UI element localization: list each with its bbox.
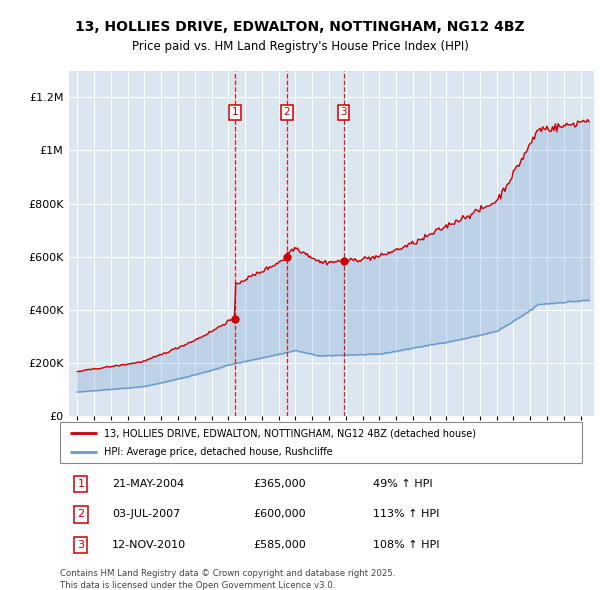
Text: £365,000: £365,000: [253, 479, 306, 489]
Text: £600,000: £600,000: [253, 510, 306, 519]
Text: £585,000: £585,000: [253, 540, 306, 550]
Text: 3: 3: [340, 107, 347, 117]
Text: 113% ↑ HPI: 113% ↑ HPI: [373, 510, 440, 519]
Text: 13, HOLLIES DRIVE, EDWALTON, NOTTINGHAM, NG12 4BZ: 13, HOLLIES DRIVE, EDWALTON, NOTTINGHAM,…: [75, 19, 525, 34]
Text: 1: 1: [77, 479, 85, 489]
Text: 12-NOV-2010: 12-NOV-2010: [112, 540, 187, 550]
Text: 21-MAY-2004: 21-MAY-2004: [112, 479, 184, 489]
Text: 2: 2: [284, 107, 290, 117]
Text: 13, HOLLIES DRIVE, EDWALTON, NOTTINGHAM, NG12 4BZ (detached house): 13, HOLLIES DRIVE, EDWALTON, NOTTINGHAM,…: [104, 428, 476, 438]
Text: 3: 3: [77, 540, 85, 550]
Text: 49% ↑ HPI: 49% ↑ HPI: [373, 479, 433, 489]
Text: HPI: Average price, detached house, Rushcliffe: HPI: Average price, detached house, Rush…: [104, 447, 333, 457]
Text: Contains HM Land Registry data © Crown copyright and database right 2025.
This d: Contains HM Land Registry data © Crown c…: [60, 569, 395, 590]
Text: 2: 2: [77, 510, 85, 519]
Text: 1: 1: [232, 107, 238, 117]
Text: 03-JUL-2007: 03-JUL-2007: [112, 510, 181, 519]
Text: Price paid vs. HM Land Registry's House Price Index (HPI): Price paid vs. HM Land Registry's House …: [131, 40, 469, 53]
Text: 108% ↑ HPI: 108% ↑ HPI: [373, 540, 440, 550]
